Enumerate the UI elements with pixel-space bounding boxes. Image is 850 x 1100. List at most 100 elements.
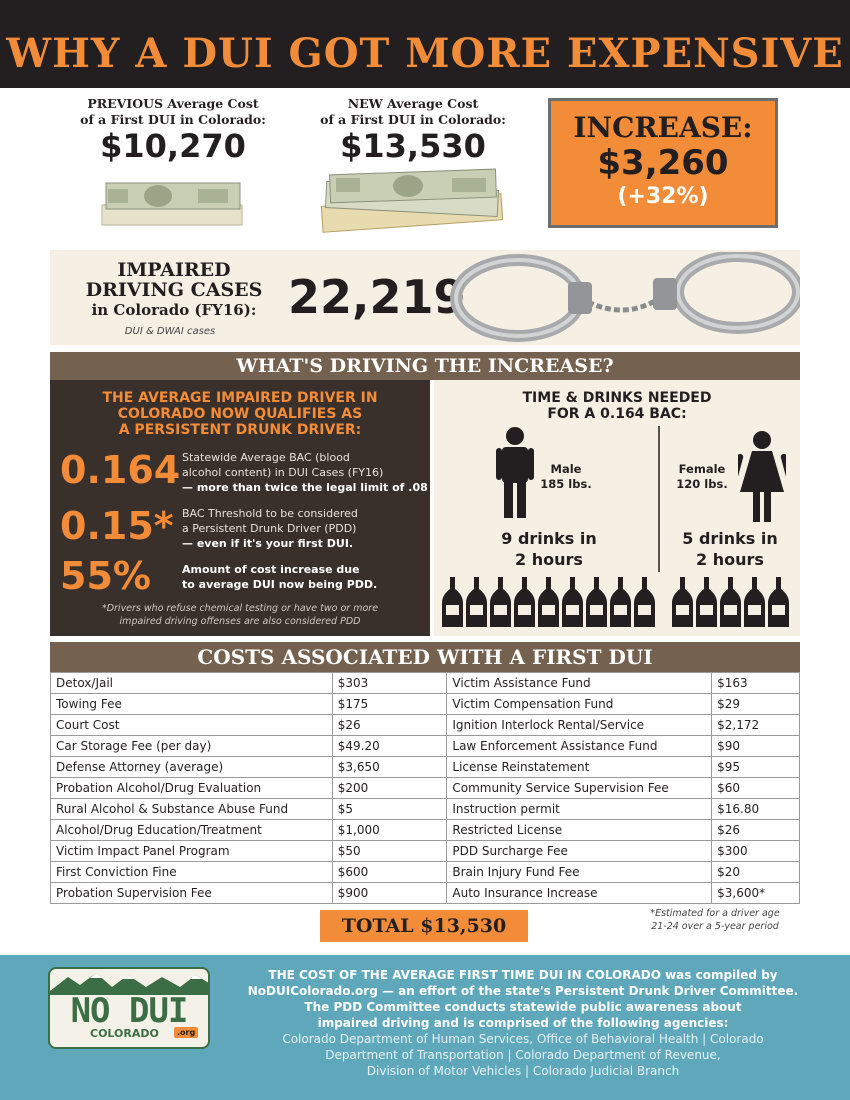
- beer-bottle-icon: [586, 577, 607, 627]
- increase-amount: $3,260: [597, 143, 729, 183]
- female-info: Female 120 lbs.: [676, 462, 728, 491]
- cost-value: $3,600*: [711, 882, 800, 904]
- table-row: First Conviction Fine $600 Brain Injury Fu…: [50, 861, 800, 883]
- impaired-cases-note: DUI & DWAI cases: [124, 326, 216, 337]
- cost-value: $26: [711, 819, 800, 841]
- license-plate-logo: NO DUI COLORADO .org: [48, 967, 210, 1049]
- cost-item: Law Enforcement Assistance Fund: [446, 735, 713, 757]
- cost-item: Probation Supervision Fee: [50, 882, 333, 904]
- beer-bottle-icon: [610, 577, 631, 627]
- cost-value: $20: [711, 861, 800, 883]
- cost-item: Victim Impact Panel Program: [50, 840, 333, 862]
- table-row: Car Storage Fee (per day) $49.20 Law Enfor…: [50, 735, 800, 757]
- previous-cost-amount: $10,270: [100, 127, 246, 165]
- footer: NO DUI COLORADO .org THE COST OF THE AVE…: [0, 955, 850, 1100]
- cost-item: Detox/Jail: [50, 672, 333, 694]
- cost-item: Defense Attorney (average): [50, 756, 333, 778]
- stat-desc-avg-bac: Statewide Average BAC (blood alcohol con…: [182, 451, 428, 494]
- cost-value: $60: [711, 777, 800, 799]
- table-row: Towing Fee $175 Victim Compensation Fund $2…: [50, 693, 800, 715]
- logo-org: .org: [174, 1027, 199, 1038]
- female-drinks: 5 drinks in 2 hours: [682, 529, 778, 569]
- cost-value: $175: [331, 693, 448, 715]
- previous-cost-block: PREVIOUS Average Cost of a First DUI in C…: [78, 96, 268, 164]
- beer-bottle-icon: [442, 577, 463, 627]
- divider: [658, 426, 660, 572]
- header-banner: WHY A DUI GOT MORE EXPENSIVE: [0, 0, 850, 88]
- cost-value: $1,000: [331, 819, 448, 841]
- stat-desc-pdd-threshold: BAC Threshold to be considered a Persist…: [182, 507, 358, 550]
- table-row: Victim Impact Panel Program $50 PDD Surcha…: [50, 840, 800, 862]
- beer-bottle-icon: [466, 577, 487, 627]
- cost-value: $5: [331, 798, 448, 820]
- male-info: Male 185 lbs.: [540, 462, 592, 491]
- table-row: Probation Alcohol/Drug Evaluation $200 Com…: [50, 777, 800, 799]
- section-title-costs: COSTS ASSOCIATED WITH A FIRST DUI: [50, 642, 800, 672]
- pdd-footnote: *Drivers who refuse chemical testing or …: [101, 603, 379, 627]
- stat-value-pdd-threshold: 0.15*: [60, 504, 174, 548]
- new-cost-label: NEW Average Cost of a First DUI in Colora…: [320, 96, 506, 127]
- table-row: Detox/Jail $303 Victim Assistance Fund $163: [50, 672, 800, 694]
- mountains-icon: [50, 973, 208, 995]
- cost-item: Victim Compensation Fund: [446, 693, 713, 715]
- cost-item: Towing Fee: [50, 693, 333, 715]
- cost-value: $2,172: [711, 714, 800, 736]
- cost-value: $90: [711, 735, 800, 757]
- cost-item: PDD Surcharge Fee: [446, 840, 713, 862]
- beer-bottle-icon: [538, 577, 559, 627]
- cost-item: Instruction permit: [446, 798, 713, 820]
- male-figure-icon: [496, 427, 534, 518]
- new-cost-block: NEW Average Cost of a First DUI in Colora…: [318, 96, 508, 164]
- beer-bottle-icon: [720, 577, 741, 627]
- cost-item: Rural Alcohol & Substance Abuse Fund: [50, 798, 333, 820]
- estimate-note: *Estimated for a driver age 21-24 over a…: [650, 908, 780, 932]
- male-drinks: 9 drinks in 2 hours: [501, 529, 597, 569]
- logo-state: COLORADO: [90, 1027, 159, 1040]
- costs-table: Detox/Jail $303 Victim Assistance Fund $163…: [50, 672, 800, 904]
- beer-bottle-icon: [768, 577, 789, 627]
- beer-bottle-icon: [562, 577, 583, 627]
- cost-value: $26: [331, 714, 448, 736]
- increase-box: INCREASE: $3,260 (+32%): [548, 98, 778, 228]
- table-row: Rural Alcohol & Substance Abuse Fund $5 In…: [50, 798, 800, 820]
- cost-item: Victim Assistance Fund: [446, 672, 713, 694]
- cost-value: $16.80: [711, 798, 800, 820]
- male-bottle-row: [442, 577, 655, 627]
- cost-value: $303: [331, 672, 448, 694]
- table-row: Court Cost $26 Ignition Interlock Rental/S…: [50, 714, 800, 736]
- cost-value: $50: [331, 840, 448, 862]
- table-row: Defense Attorney (average) $3,650 License …: [50, 756, 800, 778]
- cost-value: $49.20: [331, 735, 448, 757]
- drinks-heading: TIME & DRINKS NEEDED FOR A 0.164 BAC:: [522, 390, 712, 422]
- female-bottle-row: [672, 577, 789, 627]
- increase-label: INCREASE:: [573, 111, 753, 144]
- money-stack-icon: [320, 168, 504, 233]
- cost-item: Car Storage Fee (per day): [50, 735, 333, 757]
- cost-item: Brain Injury Fund Fee: [446, 861, 713, 883]
- pdd-panel: THE AVERAGE IMPAIRED DRIVER IN COLORADO …: [50, 380, 430, 636]
- cost-value: $3,650: [331, 756, 448, 778]
- impaired-cases-panel: IMPAIRED DRIVING CASES in Colorado (FY16…: [50, 250, 800, 345]
- beer-bottle-icon: [514, 577, 535, 627]
- cost-value: $163: [711, 672, 800, 694]
- beer-bottle-icon: [634, 577, 655, 627]
- cost-item: Court Cost: [50, 714, 333, 736]
- page-title: WHY A DUI GOT MORE EXPENSIVE: [6, 30, 844, 77]
- cost-value: $600: [331, 861, 448, 883]
- stat-value-cost-increase: 55%: [60, 554, 151, 598]
- cost-item: Probation Alcohol/Drug Evaluation: [50, 777, 333, 799]
- cost-value: $95: [711, 756, 800, 778]
- beer-bottle-icon: [672, 577, 693, 627]
- money-stack-icon: [101, 182, 243, 226]
- section-title-drivers: WHAT'S DRIVING THE INCREASE?: [50, 352, 800, 380]
- increase-percent: (+32%): [617, 184, 709, 209]
- cost-value: $300: [711, 840, 800, 862]
- handcuffs-icon: [450, 252, 800, 342]
- cost-item: Alcohol/Drug Education/Treatment: [50, 819, 333, 841]
- cost-item: Ignition Interlock Rental/Service: [446, 714, 713, 736]
- cost-item: First Conviction Fine: [50, 861, 333, 883]
- table-row: Probation Supervision Fee $900 Auto Insura…: [50, 882, 800, 904]
- cost-item: License Reinstatement: [446, 756, 713, 778]
- cost-item: Community Service Supervision Fee: [446, 777, 713, 799]
- cost-value: $200: [331, 777, 448, 799]
